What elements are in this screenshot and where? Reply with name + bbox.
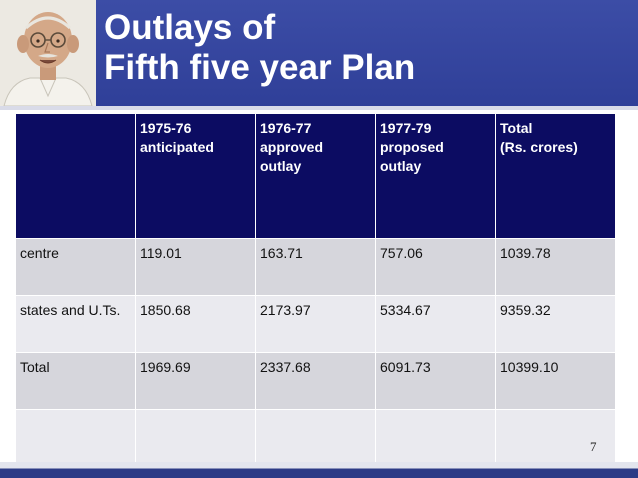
header-cell-1976-77: 1976-77 approved outlay — [255, 113, 376, 239]
page-number: 7 — [590, 439, 597, 454]
table-row: Total 1969.69 2337.68 6091.73 10399.10 — [15, 352, 616, 410]
table-cell: 163.71 — [255, 238, 376, 296]
header-line: 1976-77 — [260, 120, 312, 136]
header-line: 1975-76 — [140, 120, 192, 136]
slide-title-line-1: Outlays of — [104, 8, 276, 47]
header-cell-total: Total (Rs. crores) — [495, 113, 616, 239]
table-row: states and U.Ts. 1850.68 2173.97 5334.67… — [15, 295, 616, 353]
table-cell: 5334.67 — [375, 295, 496, 353]
gandhi-portrait-image — [0, 0, 96, 106]
table-cell: 6091.73 — [375, 352, 496, 410]
header-line: approved — [260, 139, 324, 155]
header-line: 1977-79 — [380, 120, 432, 136]
slide-title: Outlays of Fifth five year Plan — [104, 8, 415, 88]
header-line: proposed — [380, 139, 444, 155]
portrait-icon — [0, 0, 96, 106]
header-line: (Rs. crores) — [500, 139, 578, 155]
table-cell — [135, 409, 256, 467]
table-cell: 119.01 — [135, 238, 256, 296]
table-cell: 1039.78 — [495, 238, 616, 296]
row-label-cell — [15, 409, 136, 467]
table-cell — [375, 409, 496, 467]
header-line: Total — [500, 120, 533, 136]
table-cell: 757.06 — [375, 238, 496, 296]
header-cell-1977-79: 1977-79 proposed outlay — [375, 113, 496, 239]
header-cell-1975-76: 1975-76 anticipated — [135, 113, 256, 239]
slide-header-band — [0, 0, 638, 108]
header-line: outlay — [380, 158, 422, 174]
slide-title-line-2: Fifth five year Plan — [104, 48, 416, 87]
table-cell — [255, 409, 376, 467]
outlays-table: 1975-76 anticipated 1976-77 approved out… — [15, 113, 616, 467]
header-cell-blank — [15, 113, 136, 239]
table-cell: 1969.69 — [135, 352, 256, 410]
table-cell: 10399.10 — [495, 352, 616, 410]
header-line: outlay — [260, 158, 302, 174]
row-label-cell: centre — [15, 238, 136, 296]
header-divider — [0, 106, 638, 110]
table-cell — [495, 409, 616, 467]
table-cell: 2337.68 — [255, 352, 376, 410]
table-row: centre 119.01 163.71 757.06 1039.78 — [15, 238, 616, 296]
row-label-cell: states and U.Ts. — [15, 295, 136, 353]
table-cell: 9359.32 — [495, 295, 616, 353]
table-cell: 1850.68 — [135, 295, 256, 353]
table-header-row: 1975-76 anticipated 1976-77 approved out… — [15, 113, 616, 239]
table-cell: 2173.97 — [255, 295, 376, 353]
header-line: anticipated — [140, 139, 214, 155]
row-label-cell: Total — [15, 352, 136, 410]
slide-footer-bar — [0, 462, 638, 478]
table-row — [15, 409, 616, 467]
